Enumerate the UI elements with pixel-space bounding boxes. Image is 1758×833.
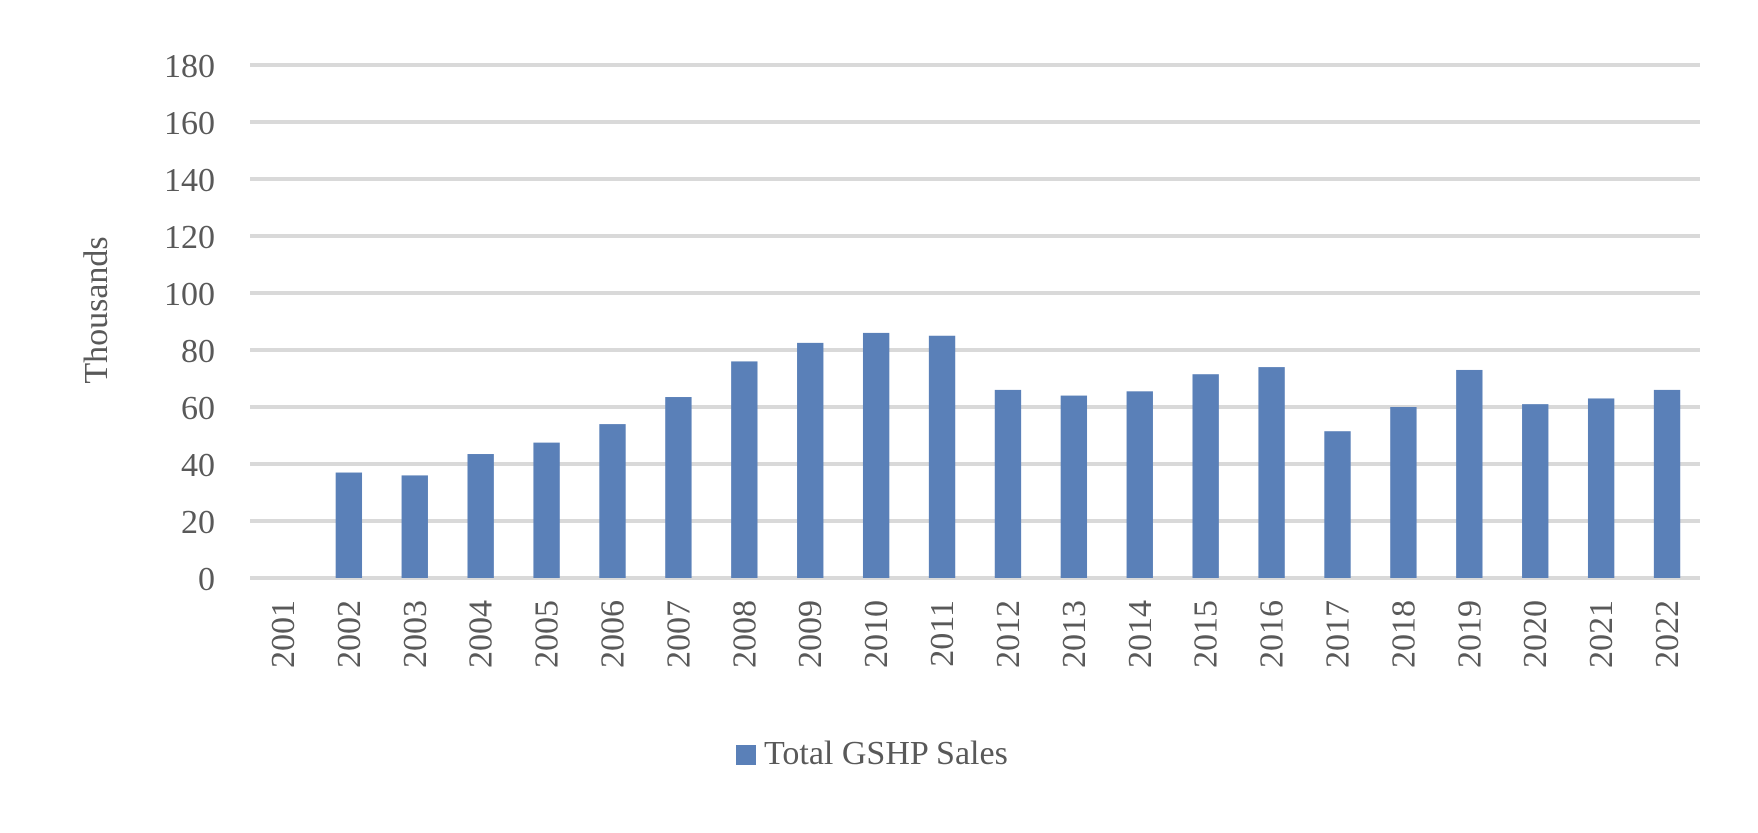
bar-2009	[797, 342, 824, 578]
y-tick-label: 140	[164, 162, 215, 199]
x-tick-label: 2012	[990, 600, 1027, 668]
bar-2006	[599, 424, 626, 578]
y-tick-label: 80	[181, 333, 215, 370]
x-tick-label: 2008	[726, 600, 763, 668]
x-tick-label: 2015	[1188, 600, 1225, 668]
x-tick-label: 2001	[265, 600, 302, 668]
x-tick-label: 2004	[463, 600, 500, 668]
x-tick-label: 2007	[660, 600, 697, 668]
y-tick-label: 100	[164, 276, 215, 313]
x-tick-label: 2021	[1583, 600, 1620, 668]
bar-2011	[928, 335, 956, 578]
bar-2021	[1587, 398, 1615, 578]
x-tick-label: 2013	[1056, 600, 1093, 668]
x-tick-label: 2017	[1320, 600, 1357, 668]
y-tick-label: 20	[181, 504, 215, 541]
bars	[335, 332, 1681, 578]
x-tick-label: 2009	[792, 600, 829, 668]
x-tick-label: 2003	[397, 600, 434, 668]
x-tick-label: 2019	[1451, 600, 1488, 668]
bar-2015	[1192, 374, 1219, 578]
legend-label: Total GSHP Sales	[764, 735, 1008, 772]
x-tick-label: 2020	[1517, 600, 1554, 668]
x-tick-label: 2006	[595, 600, 632, 668]
bar-2017	[1324, 431, 1351, 578]
bar-2012	[994, 389, 1022, 578]
y-tick-label: 120	[164, 219, 215, 256]
bar-2022	[1653, 389, 1681, 578]
x-axis-ticks: 2001 2002 2003 2004 2005 2006 2007 2008 2009 2010…	[265, 600, 1686, 668]
legend-swatch	[736, 745, 756, 765]
bar-2002	[335, 472, 363, 578]
y-tick-label: 60	[181, 390, 215, 427]
x-tick-label: 2016	[1254, 600, 1291, 668]
y-tick-label: 0	[198, 561, 215, 598]
y-axis-label: Thousands	[78, 236, 115, 383]
bar-2014	[1126, 391, 1153, 578]
y-tick-label: 160	[164, 105, 215, 142]
bar-2007	[665, 397, 692, 578]
bar-2004	[467, 454, 494, 578]
x-tick-label: 2022	[1649, 600, 1686, 668]
x-tick-label: 2005	[529, 600, 566, 668]
bar-2016	[1258, 367, 1285, 578]
legend: Total GSHP Sales	[736, 735, 1008, 772]
bar-2013	[1060, 395, 1088, 578]
x-tick-label: 2002	[331, 600, 368, 668]
x-tick-label: 2011	[924, 600, 961, 667]
y-axis-ticks: 0 20 40 60 80 100 120 140 160 180	[164, 48, 215, 598]
x-tick-label: 2010	[858, 600, 895, 668]
bar-2003	[401, 475, 428, 578]
y-tick-label: 40	[181, 447, 215, 484]
bar-2005	[533, 442, 560, 578]
y-tick-label: 180	[164, 48, 215, 85]
x-tick-label: 2014	[1122, 600, 1159, 668]
bar-2020	[1522, 404, 1549, 578]
bar-2019	[1456, 369, 1483, 578]
bar-2010	[862, 332, 890, 578]
bar-2008	[731, 361, 758, 578]
bar-2018	[1390, 407, 1417, 578]
x-tick-label: 2018	[1385, 600, 1422, 668]
